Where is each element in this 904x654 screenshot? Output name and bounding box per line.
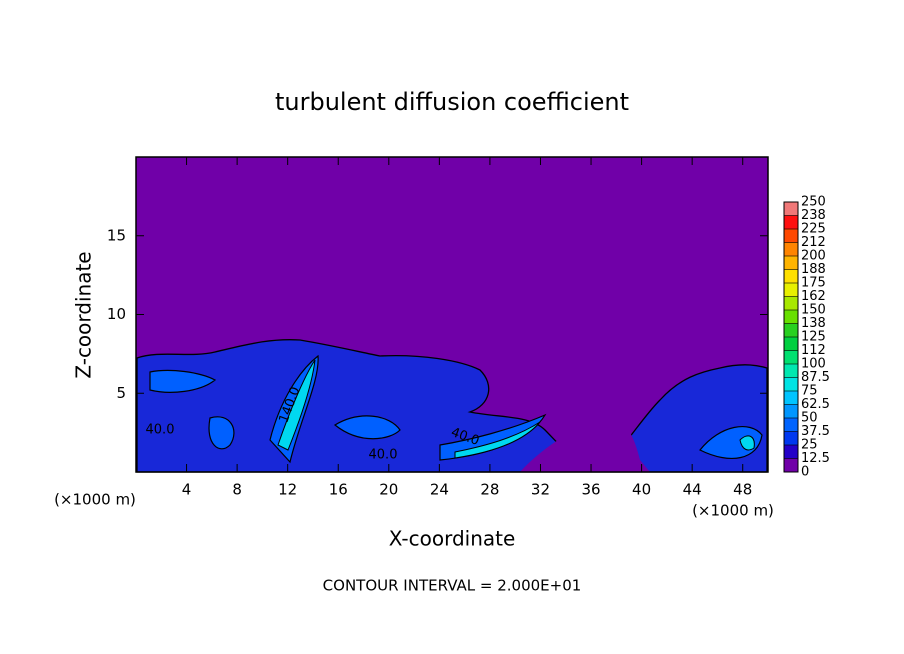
colorbar-band: [784, 310, 798, 324]
x-unit-label: (×1000 m): [692, 502, 774, 520]
x-axis-label: X-coordinate: [389, 527, 516, 551]
colorbar-band: [784, 269, 798, 283]
y-tick-label: 15: [107, 226, 126, 244]
x-unit-label: (×1000 m): [54, 491, 136, 509]
colorbar-band: [784, 242, 798, 256]
x-tick-label: 40: [632, 481, 651, 499]
colorbar-band: [784, 418, 798, 432]
colorbar-label: 37.5: [801, 424, 830, 439]
colorbar-label: 188: [801, 262, 826, 277]
x-tick-label: 36: [581, 481, 600, 499]
colorbar-label: 25: [801, 438, 818, 453]
colorbar-label: 150: [801, 303, 826, 318]
colorbar-label: 87.5: [801, 370, 830, 385]
x-tick-label: 12: [278, 481, 297, 499]
x-tick-label: 8: [232, 481, 242, 499]
colorbar-label: 75: [801, 384, 818, 399]
field-region: [520, 416, 650, 472]
colorbar-label: 112: [801, 343, 826, 358]
field: [136, 339, 768, 473]
colorbar-band: [784, 350, 798, 364]
contour-label: 40.0: [146, 423, 175, 438]
x-tick-label: 32: [531, 481, 550, 499]
colorbar-band: [784, 445, 798, 459]
colorbar-band: [784, 377, 798, 391]
colorbar-band: [784, 296, 798, 310]
y-axis-label: Z-coordinate: [72, 251, 96, 378]
colorbar-label: 238: [801, 208, 826, 223]
colorbar-label: 162: [801, 289, 826, 304]
colorbar-band: [784, 256, 798, 270]
colorbar-band: [784, 202, 798, 216]
x-tick-label: 16: [329, 481, 348, 499]
y-tick-label: 10: [107, 305, 126, 323]
x-tick-label: 28: [480, 481, 499, 499]
chart-title: turbulent diffusion coefficient: [275, 88, 629, 116]
footer-note: CONTOUR INTERVAL = 2.000E+01: [323, 577, 582, 595]
colorbar-band: [784, 431, 798, 445]
colorbar-label: 12.5: [801, 451, 830, 466]
colorbar-label: 212: [801, 235, 826, 250]
field-region: [277, 359, 755, 459]
x-tick-label: 20: [379, 481, 398, 499]
colorbar-label: 62.5: [801, 397, 830, 412]
colorbar-label: 125: [801, 330, 826, 345]
y-tick-label: 5: [116, 384, 126, 402]
colorbar-band: [784, 323, 798, 337]
colorbar-label: 138: [801, 316, 826, 331]
colorbar-band: [784, 458, 798, 472]
colorbar-band: [784, 229, 798, 243]
colorbar-band: [784, 364, 798, 378]
x-tick-label: 4: [182, 481, 192, 499]
colorbar-band: [784, 337, 798, 351]
colorbar-band: [784, 404, 798, 418]
colorbar-band: [784, 391, 798, 405]
colorbar-band: [784, 215, 798, 229]
colorbar-label: 50: [801, 411, 818, 426]
colorbar-label: 200: [801, 249, 826, 264]
x-tick-label: 24: [430, 481, 449, 499]
colorbar-label: 250: [801, 195, 826, 210]
colorbar-label: 175: [801, 276, 826, 291]
colorbar-label: 225: [801, 222, 826, 237]
colorbar-label: 0: [801, 465, 809, 480]
x-tick-label: 44: [683, 481, 702, 499]
colorbar-label: 100: [801, 357, 826, 372]
x-tick-label: 48: [733, 481, 752, 499]
contour-label: 40.0: [369, 448, 398, 463]
colorbar-band: [784, 283, 798, 297]
